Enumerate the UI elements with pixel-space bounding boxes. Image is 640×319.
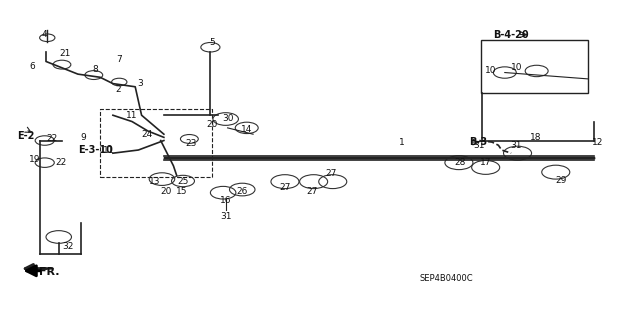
Text: 18: 18 — [530, 133, 541, 142]
Text: 8: 8 — [93, 65, 99, 74]
Text: 23: 23 — [186, 139, 197, 148]
Text: 5: 5 — [209, 38, 214, 47]
Text: 13: 13 — [148, 177, 160, 186]
Text: 31: 31 — [511, 141, 522, 150]
Text: SEP4B0400C: SEP4B0400C — [419, 274, 473, 283]
Text: 22: 22 — [55, 158, 67, 167]
Text: 16: 16 — [220, 196, 232, 205]
Text: 11: 11 — [126, 111, 138, 120]
Text: 28: 28 — [454, 158, 466, 167]
Text: 7: 7 — [116, 56, 122, 64]
Text: 3: 3 — [138, 79, 143, 88]
Text: 11: 11 — [102, 145, 114, 154]
Text: 2: 2 — [115, 85, 121, 94]
Text: E-2: E-2 — [17, 131, 35, 141]
Text: 27: 27 — [326, 169, 337, 178]
Text: 31: 31 — [474, 141, 485, 150]
Text: 32: 32 — [63, 242, 74, 251]
Text: 1: 1 — [399, 137, 404, 147]
Text: 26: 26 — [237, 187, 248, 196]
Text: 10: 10 — [511, 63, 522, 72]
Text: 21: 21 — [60, 49, 71, 58]
Text: 31: 31 — [220, 212, 232, 221]
Text: 19: 19 — [29, 155, 40, 164]
Text: 14: 14 — [241, 125, 252, 134]
Text: B-3: B-3 — [469, 137, 487, 147]
Text: 10: 10 — [485, 66, 497, 76]
Text: 9: 9 — [80, 133, 86, 142]
Text: E-3-10: E-3-10 — [78, 145, 113, 155]
Text: 27: 27 — [307, 187, 318, 196]
Text: 15: 15 — [176, 187, 188, 196]
Text: B-4-20: B-4-20 — [493, 30, 529, 40]
Text: 4: 4 — [42, 30, 47, 39]
Text: 29: 29 — [555, 175, 566, 185]
Text: 20: 20 — [160, 187, 172, 196]
Text: 25: 25 — [177, 177, 189, 186]
Text: 30: 30 — [222, 114, 234, 123]
Text: 27: 27 — [279, 183, 291, 192]
Text: 17: 17 — [480, 158, 492, 167]
Text: 24: 24 — [141, 130, 152, 139]
Text: 6: 6 — [29, 62, 35, 71]
Text: 22: 22 — [47, 134, 58, 144]
Text: 12: 12 — [591, 137, 603, 147]
Text: 20: 20 — [206, 120, 218, 129]
Text: FR.: FR. — [39, 267, 60, 277]
